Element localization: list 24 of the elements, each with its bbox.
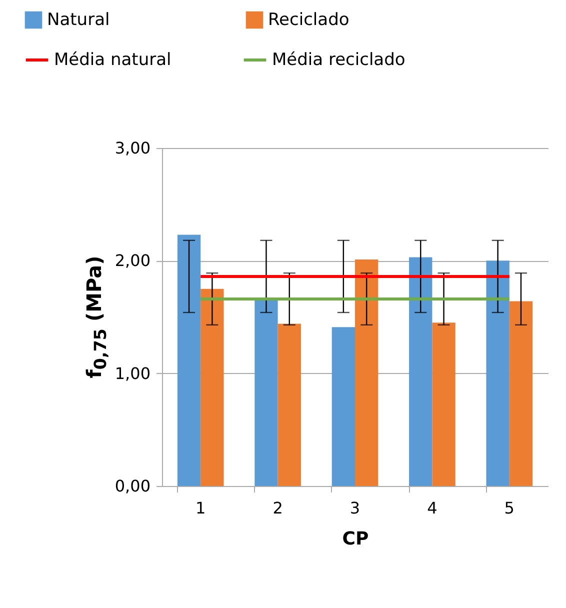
y-tick-label: 1,00 [114, 364, 150, 383]
x-tick-label: 4 [427, 498, 438, 518]
legend-label: Natural [47, 10, 110, 30]
legend-label: Média reciclado [272, 50, 406, 70]
y-tick-label: 0,00 [114, 476, 150, 496]
bar [177, 234, 201, 486]
x-tick-label: 2 [272, 498, 283, 518]
bar [509, 301, 533, 486]
bar [432, 322, 456, 486]
bar [278, 324, 301, 486]
x-axis-title: CP [342, 528, 369, 550]
y-tick-label: 2,00 [114, 251, 150, 270]
bar [200, 288, 224, 486]
y-tick-label: 3,00 [114, 138, 150, 158]
x-tick-label: 5 [504, 498, 514, 518]
bar [409, 257, 432, 486]
bar [355, 260, 378, 486]
bar [254, 298, 278, 486]
bar [486, 260, 510, 486]
legend-label: Média natural [54, 50, 172, 70]
x-tick-label: 1 [196, 498, 206, 518]
legend-label: Reciclado [268, 10, 350, 30]
bar [332, 327, 355, 486]
x-tick-label: 3 [350, 498, 360, 518]
